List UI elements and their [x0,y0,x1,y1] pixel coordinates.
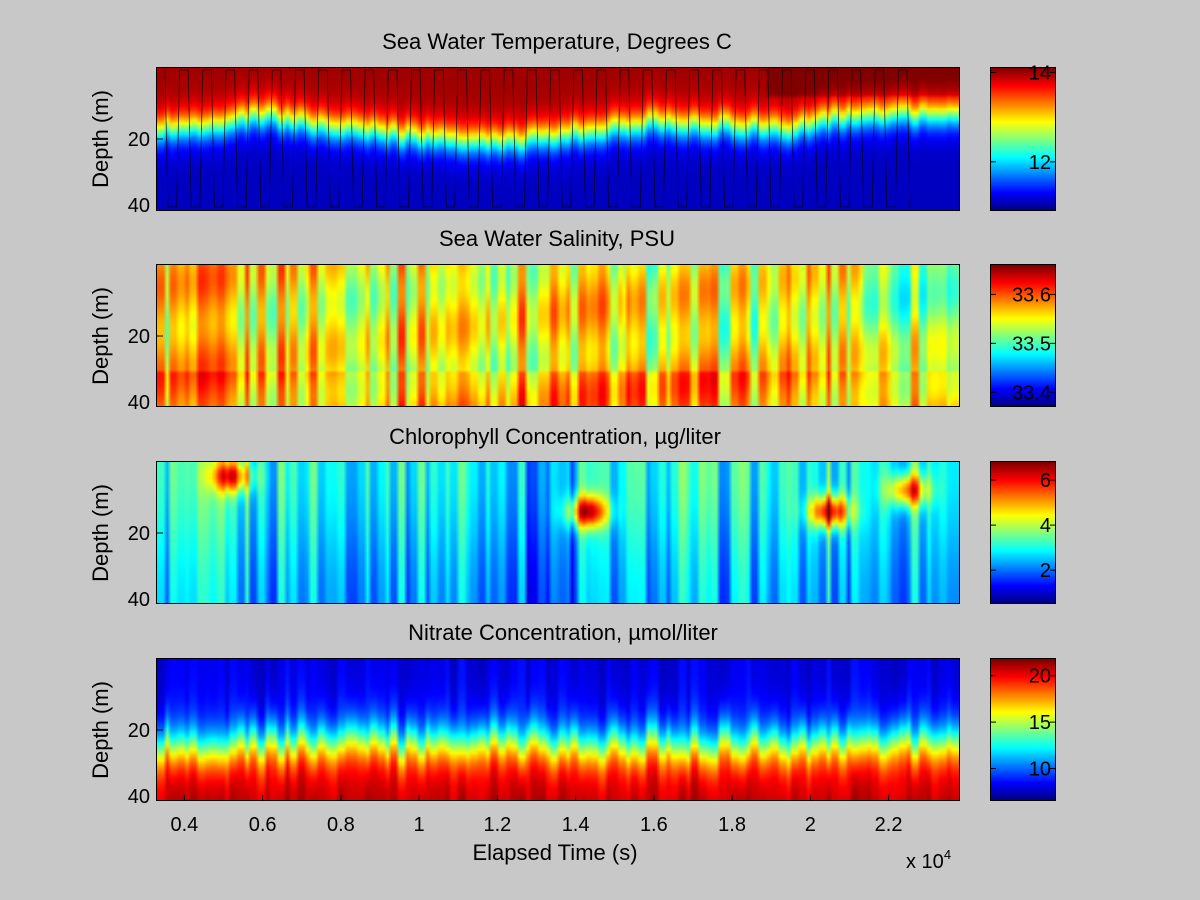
nitrate-colorbar-tick-label: 10 [1029,759,1051,781]
nitrate-title: Nitrate Concentration, µmol/liter [408,620,718,645]
salinity-ylabel: Depth (m) [88,287,113,385]
chlorophyll-heatmap [157,462,959,604]
chlorophyll-ytick-label-40: 40 [128,589,150,611]
temperature-colorbar-tick-label: 12 [1029,152,1051,174]
salinity-heatmap [157,265,959,407]
temperature-ytick-label-20: 20 [128,129,150,151]
nitrate-axes-frame [156,658,960,801]
chlorophyll-colorbar-frame [990,461,1056,604]
salinity-title: Sea Water Salinity, PSU [439,226,675,251]
chlorophyll-title: Chlorophyll Concentration, µg/liter [389,424,721,449]
temperature-axes-frame [156,67,960,211]
salinity-colorbar-tick-label: 33.6 [1012,284,1051,306]
chlorophyll-colorbar [991,462,1055,604]
nitrate-ylabel: Depth (m) [88,681,113,779]
nitrate-xtick-label: 2 [805,814,816,836]
nitrate-xtick-label: 0.8 [327,814,355,836]
salinity-colorbar-tick-label: 33.5 [1012,333,1051,355]
x-multiplier-exponent: 4 [944,847,951,862]
chlorophyll-colorbar-tick-label: 6 [1040,470,1051,492]
nitrate-xtick-label: 0.6 [249,814,277,836]
temperature-colorbar [991,68,1055,211]
salinity-colorbar-ticks: 33.4 33.5 33.6 [991,284,1055,404]
chlorophyll-axes-frame [156,461,960,604]
nitrate-ytick-label-40: 40 [128,786,150,808]
x-multiplier-base: x 10 [906,851,944,873]
nitrate-panel: Nitrate Concentration, µmol/liter 20 40 … [88,620,1056,873]
temperature-colorbar-tick-label: 14 [1029,62,1051,84]
temperature-colorbar-ticks: 12 14 [991,62,1055,174]
chlorophyll-panel: Chlorophyll Concentration, µg/liter 20 4… [88,424,1056,611]
x-multiplier: x 104 [906,847,951,873]
nitrate-xtick-label: 1.8 [718,814,746,836]
salinity-ytick-label-40: 40 [128,392,150,414]
chlorophyll-colorbar-ticks: 2 4 6 [991,470,1055,582]
nitrate-xtick-label: 1.6 [640,814,668,836]
temperature-profile-tracks [164,69,911,208]
salinity-colorbar-tick-label: 33.4 [1012,382,1051,404]
nitrate-xtick-label: 0.4 [170,814,198,836]
nitrate-heatmap [157,659,959,801]
nitrate-xtick-label: 1 [414,814,425,836]
temperature-heatmap [157,68,959,211]
salinity-colorbar [991,265,1055,407]
chlorophyll-colorbar-tick-label: 2 [1040,560,1051,582]
temperature-ytick-label-40: 40 [128,195,150,217]
ctd-profile-track [164,69,911,208]
nitrate-colorbar-tick-label: 20 [1029,666,1051,688]
salinity-ytick-label-20: 20 [128,326,150,348]
chlorophyll-colorbar-tick-label: 4 [1040,515,1051,537]
chlorophyll-ytick-label-20: 20 [128,523,150,545]
salinity-panel: Sea Water Salinity, PSU 20 40 Depth (m) … [88,226,1056,414]
nitrate-colorbar [991,659,1055,801]
nitrate-xtick-label: 1.2 [483,814,511,836]
nitrate-xticks: 0.4 0.6 0.8 1 1.2 1.4 1.6 1.8 2 2.2 [170,795,902,836]
chlorophyll-ylabel: Depth (m) [88,484,113,582]
temperature-colorbar-frame [990,67,1056,211]
nitrate-xtick-label: 1.4 [562,814,590,836]
nitrate-xlabel: Elapsed Time (s) [472,840,637,865]
salinity-axes-frame [156,264,960,407]
nitrate-ytick-label-20: 20 [128,720,150,742]
nitrate-colorbar-tick-label: 15 [1029,712,1051,734]
nitrate-colorbar-ticks: 10 15 20 [991,666,1055,781]
temperature-panel: Sea Water Temperature, Degrees C 20 40 D… [88,29,1056,217]
salinity-colorbar-frame [990,264,1056,407]
temperature-ylabel: Depth (m) [88,90,113,188]
nitrate-colorbar-frame [990,658,1056,801]
nitrate-xtick-label: 2.2 [875,814,903,836]
temperature-title: Sea Water Temperature, Degrees C [382,29,732,54]
